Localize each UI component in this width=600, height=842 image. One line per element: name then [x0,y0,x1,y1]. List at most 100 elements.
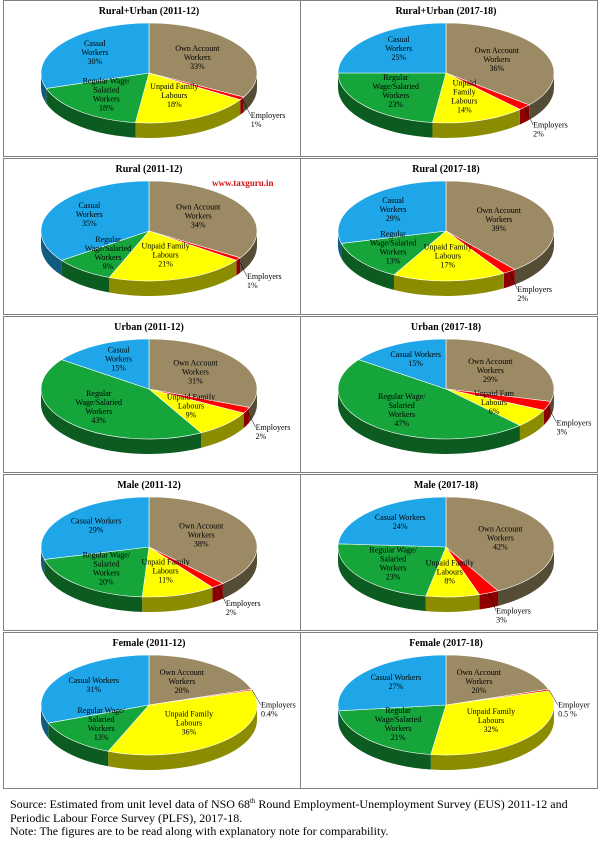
slice-regular_wage [340,230,447,276]
leader-line [241,98,251,116]
data-label-own_account: Own Account Workers 36% [475,46,520,73]
chart-title: Urban (2017-18) [411,322,481,333]
data-label-unpaid_family: Unpaid Family Labours 8% [426,558,474,585]
slice-unpaid_family [135,72,241,124]
pie-chart-8: Male (2017-18) Own Account Workers 42% Emplo… [300,474,598,631]
pie-chart-5: Urban (2011-12) Own Account Workers 31% Empl… [3,316,301,473]
slice-regular_wage [337,543,447,597]
slice-unpaid_family [393,230,505,282]
chart-title: Rural+Urban (2011-12) [99,6,199,17]
comparability-note: Note: The figures are to be read along w… [10,824,389,838]
leader-line [547,405,557,423]
data-label-own_account: Own Account Workers 29% [468,357,513,384]
data-label-employers: Employer 0.5 % [558,701,590,719]
data-label-employers: Employers 2% [226,599,261,617]
pie-chart-svg: Urban (2017-18) Own Account Workers 29% Empl… [337,322,591,454]
leader-line [488,592,497,612]
pie-chart-svg: Male (2011-12) Own Account Workers 38% Emplo… [40,480,261,617]
slice-side-regular_wage [341,243,394,290]
slice-side-unpaid_family [393,273,504,296]
chart-title: Rural (2017-18) [412,164,480,175]
slice-own_account [445,22,555,106]
data-label-own_account: Own Account Workers 34% [176,202,221,229]
source-note: Source: Estimated from unit level data o… [10,795,595,825]
pie-chart-4: Rural (2017-18) Own Account Workers 39% Empl… [300,158,598,315]
pie-chart-svg: Rural+Urban (2011-12) Own Account Workers 3… [40,6,286,138]
slice-side-unpaid_family [430,705,554,770]
slice-side-regular_wage [46,88,136,138]
slice-regular_wage [338,704,447,755]
data-label-own_account: Own Account Workers 39% [477,206,522,233]
slice-side-unpaid_family [519,410,544,441]
slice-side-regular_wage [338,389,520,454]
pie-depth [41,547,257,612]
chart-title: Urban (2011-12) [114,322,184,333]
pie-depth [40,389,257,454]
slice-casual [40,654,150,724]
chart-title: Male (2017-18) [414,480,478,491]
data-label-casual: Casual Workers 31% [68,676,119,694]
data-label-casual: Casual Workers 27% [371,673,422,691]
slice-side-own_account [498,547,554,606]
data-label-casual: Casual Workers 15% [105,345,132,372]
data-label-employers: Employers 0.4% [261,701,296,719]
pie-depth [338,547,554,612]
data-label-own_account: Own Account Workers 33% [175,44,220,71]
data-label-casual: Casual Workers 25% [385,35,412,62]
slice-side-unpaid_family [425,594,480,612]
data-label-regular_wage: Regular Wage/Salaried Workers 13% [370,230,416,266]
pie-depth [338,231,554,296]
slice-side-employers [479,590,499,610]
chart-title: Rural (2011-12) [116,164,183,175]
slice-side-own_account [243,73,257,113]
slice-side-unpaid_family [432,109,520,138]
slice-regular_wage [43,546,150,598]
leader-line [217,585,227,604]
slice-unpaid_family [430,690,555,756]
pie-chart-svg: Male (2017-18) Own Account Workers 42% Emplo… [337,480,555,625]
data-label-own_account: Own Account Workers 42% [478,525,523,552]
data-label-employers: Employers 1% [247,272,282,290]
data-label-unpaid_family: Unpaid Family Labours 11% [141,557,189,584]
chart-grid: Rural+Urban (2011-12) Own Account Workers 3… [3,0,598,789]
data-label-employers: Employers 2% [533,120,568,138]
slice-side-regular_wage [338,547,426,612]
source-note-pre: Source: Estimated from unit level data o… [10,797,250,811]
slice-side-employers [236,257,241,276]
pie-chart-svg: Female (2011-12) Own Account Workers 20% Emp… [40,638,296,770]
slice-side-regular_wage [44,559,143,612]
slice-side-unpaid_family [135,99,241,138]
pie-chart-svg: Rural (2017-18) Own Account Workers 39% Empl… [337,164,555,303]
data-label-regular_wage: Regular Wage/Salaried Workers 13% [77,706,125,742]
slice-side-employers [240,97,244,115]
slice-regular_wage [337,359,521,440]
chart-title: Male (2011-12) [117,480,181,491]
slice-regular_wage [45,72,150,123]
slice-side-own_account [222,547,257,599]
slice-own_account [445,338,555,402]
data-label-unpaid_family: Unpaid Family Labours 32% [467,707,515,734]
pie-chart-svg: Female (2017-18) Own Account Workers 20% Emp… [337,638,590,770]
data-label-casual: Casual Workers 30% [81,39,108,66]
slice-unpaid_family [108,230,238,282]
pie-chart-svg: Rural (2011-12) Own Account Workers 34% Empl… [40,164,282,296]
slice-casual [40,22,150,89]
data-label-employers: Employers 1% [251,111,286,129]
slice-own_account [148,654,253,706]
slice-own_account [148,338,258,408]
data-label-own_account: Own Account Workers 20% [457,668,502,695]
pie-chart-6: Urban (2017-18) Own Account Workers 29% Empl… [300,316,598,473]
leader-line [246,410,256,428]
pie-depth [41,705,257,770]
slice-side-regular_wage [48,723,109,767]
slice-side-unpaid_family [108,705,257,770]
slice-casual [40,496,150,560]
slice-unpaid_family [107,690,258,756]
slice-own_account [148,22,258,98]
pie-depth [41,231,257,296]
pie-depth [338,389,554,454]
chart-title: Female (2011-12) [112,638,185,649]
data-label-unpaid_family: Unpaid Family Labours 18% [150,82,198,109]
slice-unpaid_family [432,72,521,124]
data-label-casual: Casual Workers 29% [380,196,407,223]
